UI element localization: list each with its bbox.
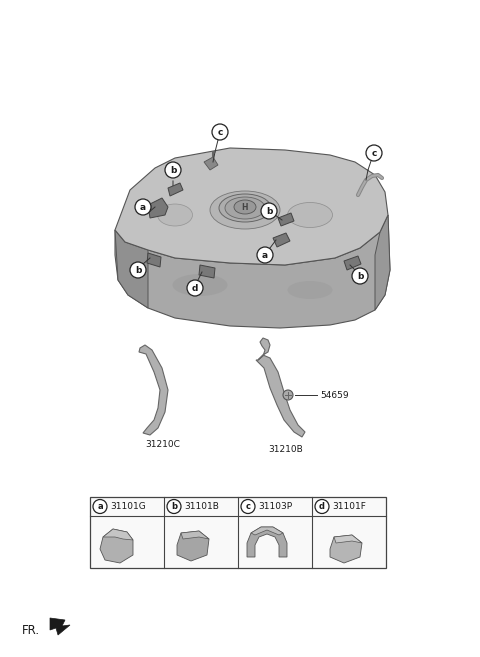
Text: a: a — [97, 503, 103, 511]
Polygon shape — [330, 535, 362, 563]
Ellipse shape — [172, 274, 228, 296]
Text: b: b — [170, 166, 176, 175]
Text: d: d — [319, 503, 325, 511]
Polygon shape — [199, 265, 215, 278]
Circle shape — [167, 499, 181, 514]
Text: b: b — [266, 207, 272, 215]
Polygon shape — [375, 215, 390, 310]
Polygon shape — [247, 527, 287, 557]
Text: 31101G: 31101G — [110, 502, 146, 511]
Circle shape — [241, 499, 255, 514]
Text: b: b — [357, 272, 363, 281]
Text: 31210B: 31210B — [269, 445, 303, 454]
Polygon shape — [50, 618, 70, 635]
Polygon shape — [115, 148, 388, 265]
Text: 31101F: 31101F — [332, 502, 366, 511]
Polygon shape — [115, 215, 390, 328]
Ellipse shape — [219, 194, 271, 222]
Text: FR.: FR. — [22, 623, 40, 637]
Text: c: c — [372, 148, 377, 158]
Circle shape — [212, 124, 228, 140]
Text: d: d — [192, 284, 198, 293]
Text: 31103P: 31103P — [258, 502, 292, 511]
Circle shape — [352, 268, 368, 284]
Text: c: c — [245, 503, 251, 511]
Circle shape — [283, 390, 293, 400]
Polygon shape — [177, 531, 209, 561]
Polygon shape — [139, 345, 168, 435]
Ellipse shape — [157, 204, 192, 226]
Polygon shape — [147, 253, 161, 267]
Polygon shape — [168, 183, 183, 196]
Polygon shape — [100, 529, 133, 563]
Circle shape — [315, 499, 329, 514]
Ellipse shape — [225, 197, 265, 219]
Polygon shape — [278, 213, 294, 226]
Polygon shape — [258, 338, 270, 360]
Polygon shape — [181, 531, 209, 539]
Circle shape — [165, 162, 181, 178]
Ellipse shape — [288, 202, 333, 227]
Polygon shape — [103, 529, 133, 540]
Ellipse shape — [210, 191, 280, 229]
Text: 31101B: 31101B — [184, 502, 219, 511]
Text: 31210C: 31210C — [145, 440, 180, 449]
Ellipse shape — [234, 200, 256, 214]
Circle shape — [130, 262, 146, 278]
Polygon shape — [273, 233, 290, 247]
Text: b: b — [171, 503, 177, 511]
Text: c: c — [217, 128, 223, 137]
FancyBboxPatch shape — [90, 497, 386, 568]
Text: 54659: 54659 — [320, 390, 348, 399]
Polygon shape — [148, 198, 168, 218]
Text: H: H — [242, 203, 248, 212]
Text: a: a — [262, 251, 268, 260]
Text: a: a — [140, 203, 146, 212]
Polygon shape — [334, 535, 362, 543]
Circle shape — [257, 247, 273, 263]
Text: b: b — [135, 266, 141, 275]
Circle shape — [261, 203, 277, 219]
Polygon shape — [115, 230, 148, 308]
Circle shape — [93, 499, 107, 514]
Polygon shape — [256, 355, 305, 437]
Polygon shape — [344, 256, 361, 270]
Ellipse shape — [288, 281, 333, 299]
Polygon shape — [251, 527, 283, 535]
Circle shape — [187, 280, 203, 296]
Circle shape — [366, 145, 382, 161]
Polygon shape — [204, 157, 218, 170]
Circle shape — [135, 199, 151, 215]
